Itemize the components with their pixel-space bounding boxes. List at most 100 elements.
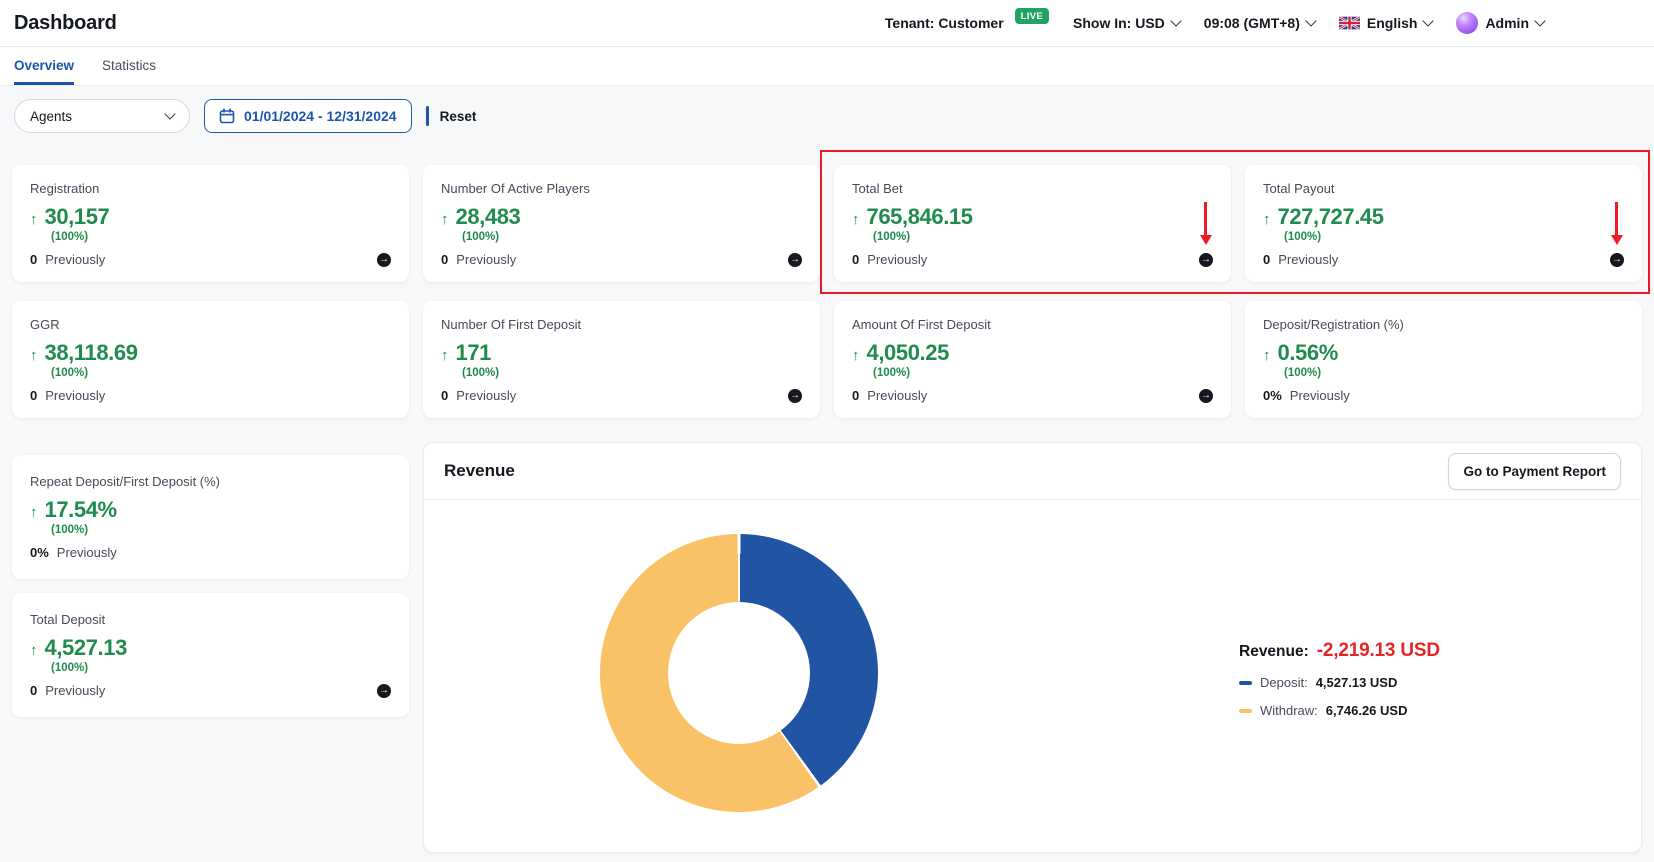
agents-select-value: Agents: [30, 109, 72, 124]
stat-percent: (100%): [51, 662, 391, 674]
stat-card-deposit-registration: Deposit/Registration (%) ↑0.56% (100%) 0…: [1245, 301, 1642, 418]
live-badge: LIVE: [1015, 8, 1049, 24]
stat-value: 4,527.13: [45, 635, 127, 661]
stat-card-total-payout: Total Payout ↑727,727.45 (100%) 0 Previo…: [1245, 165, 1642, 282]
trend-up-icon: ↑: [852, 211, 860, 228]
stat-value: 28,483: [456, 204, 521, 230]
stat-percent: (100%): [873, 367, 1213, 379]
trend-up-icon: ↑: [30, 642, 38, 659]
card-detail-arrow-button[interactable]: →: [1199, 389, 1213, 403]
divider: [426, 106, 429, 126]
previous-label: Previously: [1278, 252, 1338, 267]
trend-up-icon: ↑: [30, 504, 38, 521]
left-card-column: Repeat Deposit/First Deposit (%) ↑ 17.54%…: [12, 455, 409, 717]
stat-card-registration: Registration ↑ 30,157 (100%) 0 Previously…: [12, 165, 409, 282]
legend-label: Withdraw:: [1260, 703, 1318, 718]
previous-label: Previously: [57, 545, 117, 560]
revenue-total-value: -2,219.13 USD: [1317, 640, 1440, 662]
stat-percent: (100%): [462, 231, 802, 243]
lower-section: Repeat Deposit/First Deposit (%) ↑ 17.54%…: [12, 442, 1642, 853]
legend-row-deposit: Deposit: 4,527.13 USD: [1239, 675, 1440, 690]
stat-card-active-players: Number Of Active Players ↑28,483 (100%) …: [423, 165, 820, 282]
stat-value: 38,118.69: [45, 340, 138, 366]
revenue-panel-header: Revenue Go to Payment Report: [424, 443, 1641, 500]
stat-cards-grid: Registration ↑ 30,157 (100%) 0 Previously…: [12, 165, 1642, 418]
chevron-down-icon: [1423, 15, 1434, 26]
previous-value: 0: [441, 388, 448, 403]
legend-label: Deposit:: [1260, 675, 1308, 690]
previous-value: 0: [30, 683, 37, 698]
stat-card-title: GGR: [30, 317, 391, 332]
language-label: English: [1367, 15, 1418, 31]
stat-card-number-first-deposit: Number Of First Deposit ↑171 (100%) 0 Pr…: [423, 301, 820, 418]
agents-select[interactable]: Agents: [14, 99, 190, 133]
revenue-panel-body: Revenue: -2,219.13 USD Deposit: 4,527.13…: [424, 500, 1641, 853]
previous-value: 0: [30, 388, 37, 403]
chevron-down-icon: [164, 108, 175, 119]
date-range-value: 01/01/2024 - 12/31/2024: [244, 108, 397, 124]
previous-label: Previously: [45, 683, 105, 698]
chevron-down-icon: [1534, 15, 1545, 26]
card-detail-arrow-button[interactable]: →: [788, 253, 802, 267]
legend-row-withdraw: Withdraw: 6,746.26 USD: [1239, 703, 1440, 718]
stat-card-total-bet: Total Bet ↑765,846.15 (100%) 0 Previousl…: [834, 165, 1231, 282]
user-label: Admin: [1485, 15, 1529, 31]
card-detail-arrow-button[interactable]: →: [377, 253, 391, 267]
stat-card-title: Repeat Deposit/First Deposit (%): [30, 474, 391, 489]
revenue-panel-title: Revenue: [444, 461, 515, 481]
card-detail-arrow-button[interactable]: →: [1610, 253, 1624, 267]
stat-card-title: Total Deposit: [30, 612, 391, 627]
date-range-picker[interactable]: 01/01/2024 - 12/31/2024: [204, 99, 412, 133]
withdraw-marker-icon: [1239, 709, 1252, 713]
top-bar-right: Tenant: Customer LIVE Show In: USD 09:08…: [885, 12, 1544, 34]
revenue-panel: Revenue Go to Payment Report Revenue: -2…: [423, 442, 1642, 853]
stat-value: 17.54%: [45, 497, 117, 523]
revenue-donut[interactable]: [600, 534, 878, 812]
stat-percent: (100%): [1284, 367, 1624, 379]
reset-group: Reset: [426, 106, 477, 126]
go-to-payment-report-button[interactable]: Go to Payment Report: [1448, 453, 1621, 490]
previous-label: Previously: [45, 252, 105, 267]
legend-value: 6,746.26 USD: [1326, 703, 1408, 718]
card-detail-arrow-button[interactable]: →: [1199, 253, 1213, 267]
chevron-down-icon: [1170, 15, 1181, 26]
stat-card-title: Registration: [30, 181, 391, 196]
reset-button[interactable]: Reset: [440, 109, 477, 124]
stat-value: 30,157: [45, 204, 110, 230]
tab-overview[interactable]: Overview: [14, 47, 74, 85]
revenue-legend: Revenue: -2,219.13 USD Deposit: 4,527.13…: [1239, 640, 1440, 718]
stat-card-amount-first-deposit: Amount Of First Deposit ↑4,050.25 (100%)…: [834, 301, 1231, 418]
stat-value: 765,846.15: [867, 204, 973, 230]
timezone-dropdown[interactable]: 09:08 (GMT+8): [1204, 15, 1315, 31]
trend-up-icon: ↑: [30, 211, 38, 228]
previous-value: 0: [1263, 252, 1270, 267]
stat-card-title: Total Bet: [852, 181, 1213, 196]
time-label: 09:08 (GMT+8): [1204, 15, 1300, 31]
previous-label: Previously: [1290, 388, 1350, 403]
stat-card-title: Amount Of First Deposit: [852, 317, 1213, 332]
user-menu[interactable]: Admin: [1456, 12, 1544, 34]
tab-statistics[interactable]: Statistics: [102, 47, 156, 85]
stat-percent: (100%): [51, 524, 391, 536]
tenant-indicator: Tenant: Customer LIVE: [885, 15, 1049, 31]
trend-up-icon: ↑: [1263, 211, 1271, 228]
previous-value: 0: [30, 252, 37, 267]
stat-card-ggr: GGR ↑38,118.69 (100%) 0 Previously: [12, 301, 409, 418]
stat-value: 727,727.45: [1278, 204, 1384, 230]
trend-up-icon: ↑: [852, 347, 860, 364]
top-bar: Dashboard Tenant: Customer LIVE Show In:…: [0, 0, 1654, 47]
trend-up-icon: ↑: [441, 347, 449, 364]
stat-percent: (100%): [51, 231, 391, 243]
previous-value: 0: [441, 252, 448, 267]
legend-value: 4,527.13 USD: [1316, 675, 1398, 690]
chevron-down-icon: [1305, 15, 1316, 26]
tab-strip: Overview Statistics: [0, 47, 1654, 86]
page-title: Dashboard: [14, 12, 117, 35]
card-detail-arrow-button[interactable]: →: [788, 389, 802, 403]
currency-dropdown[interactable]: Show In: USD: [1073, 15, 1180, 31]
stat-value: 171: [456, 340, 492, 366]
stat-card-title: Deposit/Registration (%): [1263, 317, 1624, 332]
trend-up-icon: ↑: [30, 347, 38, 364]
language-dropdown[interactable]: English: [1339, 15, 1433, 31]
card-detail-arrow-button[interactable]: →: [377, 684, 391, 698]
